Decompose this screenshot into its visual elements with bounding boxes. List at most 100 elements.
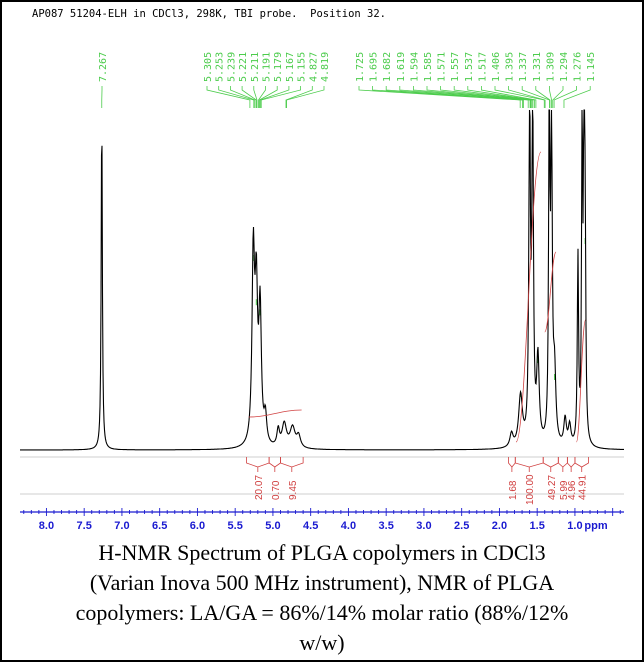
- integral-curve: [544, 251, 557, 333]
- tick-label: 7.5: [77, 520, 92, 532]
- figure-caption: H-NMR Spectrum of PLGA copolymers in CDC…: [2, 538, 642, 658]
- spectrum-layer: [20, 109, 624, 451]
- peak-connector: [259, 86, 290, 108]
- integral-curve: [515, 151, 542, 443]
- peak-connector: [218, 86, 255, 108]
- peak-connector: [494, 86, 545, 108]
- peak-connector: [440, 86, 533, 108]
- peak-label: 5.167: [285, 52, 296, 82]
- peak-connector: [259, 86, 278, 108]
- integral-bracket: [508, 457, 516, 468]
- tick-label: 1.0: [567, 520, 582, 532]
- peak-connector: [549, 86, 552, 108]
- peak-label: 1.585: [423, 52, 434, 82]
- peak-label: 1.294: [559, 52, 570, 82]
- integral-bracket: [268, 457, 281, 468]
- tick-label: 8.0: [39, 520, 54, 532]
- peak-label: 5.305: [203, 52, 214, 82]
- peak-label: 1.331: [532, 52, 543, 82]
- integral-value: 5.99: [559, 480, 570, 500]
- peak-connector: [399, 86, 529, 108]
- integral-value: 4.96: [567, 480, 578, 500]
- peak-label-layer: 7.267 5.305 5.253 5.239 5.221 5.211 5.191 5.179…: [98, 52, 597, 397]
- caption-line: H-NMR Spectrum of PLGA copolymers in CDC…: [98, 540, 546, 565]
- peak-connector: [535, 86, 551, 108]
- caption-line: (Varian Inova 500 MHz instrument), NMR o…: [89, 570, 555, 595]
- peak-connector: [453, 86, 534, 108]
- integral-value: 1.68: [508, 480, 519, 500]
- tick-label: 5.0: [265, 520, 280, 532]
- peak-label: 1.619: [396, 52, 407, 82]
- tick-label: 7.0: [114, 520, 129, 532]
- peak-connector: [230, 86, 256, 108]
- peak-label: 1.309: [545, 52, 556, 82]
- tick-label: 5.5: [228, 520, 243, 532]
- peak-connector: [253, 86, 258, 108]
- axis-unit-label: ppm: [584, 520, 607, 532]
- peak-connector: [358, 86, 521, 108]
- integral-value: 44.91: [578, 475, 589, 500]
- peak-label: 1.594: [409, 52, 420, 82]
- peak-connector: [385, 86, 524, 108]
- peak-connector: [508, 86, 546, 108]
- integral-bracket: [246, 457, 270, 468]
- tick-label: 4.5: [303, 520, 318, 532]
- integral-bracket: [566, 457, 576, 468]
- tick-label: 3.0: [416, 520, 431, 532]
- tick-label: 3.5: [379, 520, 394, 532]
- peak-label: 5.155: [297, 52, 308, 82]
- spectrum-trace: [20, 109, 624, 451]
- peak-label: 5.191: [262, 52, 273, 82]
- integral-bracket: [280, 457, 304, 468]
- spectrum-header: AP087 51204-ELH in CDCl3, 298K, TBI prob…: [32, 8, 387, 20]
- peak-label: 7.267: [98, 52, 109, 82]
- integral-bracket: [557, 457, 568, 468]
- integral-value: 20.07: [254, 475, 265, 500]
- tick-label: 2.5: [454, 520, 469, 532]
- integral-value: 49.27: [547, 475, 558, 500]
- peak-connector: [552, 86, 564, 108]
- tick-label: 6.5: [152, 520, 167, 532]
- peak-connector: [241, 86, 257, 108]
- tick-label: 4.0: [341, 520, 356, 532]
- peak-connector: [372, 86, 523, 108]
- peak-label: 1.145: [586, 52, 597, 82]
- peak-connector: [521, 86, 550, 108]
- integral-bracket: [574, 457, 589, 468]
- ppm-axis: 8.0 7.5 7.0 6.5 6.0 5.5 5.0 4.5 4.0 3.5 3.0 2.5 2.0 1…: [20, 508, 624, 532]
- peak-label: 5.239: [226, 52, 237, 82]
- caption-line: w/w): [299, 630, 345, 655]
- tick-label: 2.0: [492, 520, 507, 532]
- tick-label: 6.0: [190, 520, 205, 532]
- peak-label: 1.537: [464, 52, 475, 82]
- peak-label: 4.819: [320, 52, 331, 82]
- peak-connector: [285, 86, 313, 108]
- peak-connector: [426, 86, 532, 108]
- integral-bracket: [514, 457, 544, 468]
- peak-connector: [563, 86, 591, 108]
- peak-connector: [260, 86, 301, 108]
- tick-label: 1.5: [530, 520, 545, 532]
- peak-label: 1.395: [505, 52, 516, 82]
- integral-value: 9.45: [288, 480, 299, 500]
- peak-connector: [481, 86, 537, 108]
- integral-curve: [248, 409, 302, 418]
- integral-curve: [576, 319, 586, 443]
- peak-connector: [286, 86, 325, 108]
- peak-connector: [413, 86, 531, 108]
- peak-connector: [553, 86, 577, 108]
- integral-bracket: [542, 457, 559, 468]
- peak-connector: [206, 86, 251, 108]
- peak-connector: [467, 86, 535, 108]
- caption-line: copolymers: LA/GA = 86%/14% molar ratio …: [75, 600, 569, 625]
- peak-label: 1.337: [518, 52, 529, 82]
- peak-label: 1.276: [573, 52, 584, 82]
- peak-label: 5.179: [273, 52, 284, 82]
- peak-connector: [258, 86, 266, 108]
- peak-label: 1.725: [355, 52, 366, 82]
- peak-label: 1.406: [491, 52, 502, 82]
- peak-label: 5.253: [215, 52, 226, 82]
- peak-label: 5.211: [250, 52, 261, 82]
- peak-label: 5.221: [238, 52, 249, 82]
